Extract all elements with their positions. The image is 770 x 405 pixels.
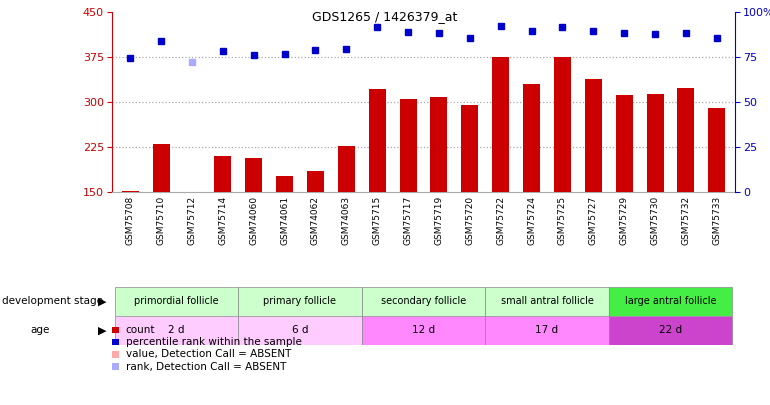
Text: GSM74063: GSM74063 xyxy=(342,196,351,245)
Text: 17 d: 17 d xyxy=(535,326,558,335)
Text: GSM74060: GSM74060 xyxy=(249,196,258,245)
Bar xyxy=(362,287,485,316)
Text: rank, Detection Call = ABSENT: rank, Detection Call = ABSENT xyxy=(126,362,286,371)
Bar xyxy=(492,57,509,192)
Text: GSM75729: GSM75729 xyxy=(620,196,628,245)
Text: GSM74062: GSM74062 xyxy=(311,196,320,245)
Text: GSM75714: GSM75714 xyxy=(219,196,227,245)
Text: GSM75733: GSM75733 xyxy=(712,196,721,245)
Text: GSM75730: GSM75730 xyxy=(651,196,660,245)
Text: ▶: ▶ xyxy=(98,296,107,306)
Text: GSM75732: GSM75732 xyxy=(681,196,691,245)
Text: GSM75712: GSM75712 xyxy=(187,196,196,245)
Bar xyxy=(430,97,447,192)
Text: small antral follicle: small antral follicle xyxy=(500,296,594,306)
Bar xyxy=(616,95,633,192)
Bar xyxy=(647,94,664,192)
Text: GSM75719: GSM75719 xyxy=(434,196,444,245)
Bar xyxy=(307,171,324,192)
Text: primordial follicle: primordial follicle xyxy=(134,296,219,306)
Bar xyxy=(461,105,478,192)
Bar xyxy=(678,88,695,192)
Bar xyxy=(485,287,609,316)
Bar xyxy=(554,57,571,192)
Text: GSM75710: GSM75710 xyxy=(156,196,166,245)
Text: GSM75708: GSM75708 xyxy=(126,196,135,245)
Text: GSM75715: GSM75715 xyxy=(373,196,382,245)
Bar xyxy=(122,191,139,192)
Text: 12 d: 12 d xyxy=(412,326,435,335)
Text: GSM75722: GSM75722 xyxy=(496,196,505,245)
Bar xyxy=(609,316,732,345)
Bar xyxy=(245,158,262,192)
Text: count: count xyxy=(126,325,155,335)
Bar xyxy=(338,145,355,192)
Bar xyxy=(214,156,231,192)
Bar xyxy=(485,316,609,345)
Text: GSM75725: GSM75725 xyxy=(558,196,567,245)
Bar xyxy=(585,79,602,192)
Text: secondary follicle: secondary follicle xyxy=(381,296,466,306)
Bar xyxy=(523,84,540,192)
Bar xyxy=(276,175,293,192)
Text: GSM75720: GSM75720 xyxy=(465,196,474,245)
Text: 22 d: 22 d xyxy=(659,326,682,335)
Text: development stage: development stage xyxy=(2,296,102,306)
Text: primary follicle: primary follicle xyxy=(263,296,336,306)
Bar xyxy=(369,89,386,192)
Text: GDS1265 / 1426379_at: GDS1265 / 1426379_at xyxy=(313,10,457,23)
Text: GSM75717: GSM75717 xyxy=(403,196,413,245)
Text: GSM75724: GSM75724 xyxy=(527,196,536,245)
Text: 6 d: 6 d xyxy=(292,326,308,335)
Text: 2 d: 2 d xyxy=(168,326,185,335)
Bar xyxy=(708,108,725,192)
Bar xyxy=(609,287,732,316)
Text: value, Detection Call = ABSENT: value, Detection Call = ABSENT xyxy=(126,350,291,359)
Text: GSM74061: GSM74061 xyxy=(280,196,289,245)
Text: large antral follicle: large antral follicle xyxy=(624,296,716,306)
Text: age: age xyxy=(31,326,50,335)
Bar xyxy=(115,316,238,345)
Text: ▶: ▶ xyxy=(98,326,107,335)
Bar xyxy=(152,144,169,192)
Bar xyxy=(362,316,485,345)
Text: percentile rank within the sample: percentile rank within the sample xyxy=(126,337,301,347)
Bar xyxy=(400,99,417,192)
Bar xyxy=(238,316,362,345)
Bar xyxy=(115,287,238,316)
Bar xyxy=(238,287,362,316)
Text: GSM75727: GSM75727 xyxy=(589,196,598,245)
